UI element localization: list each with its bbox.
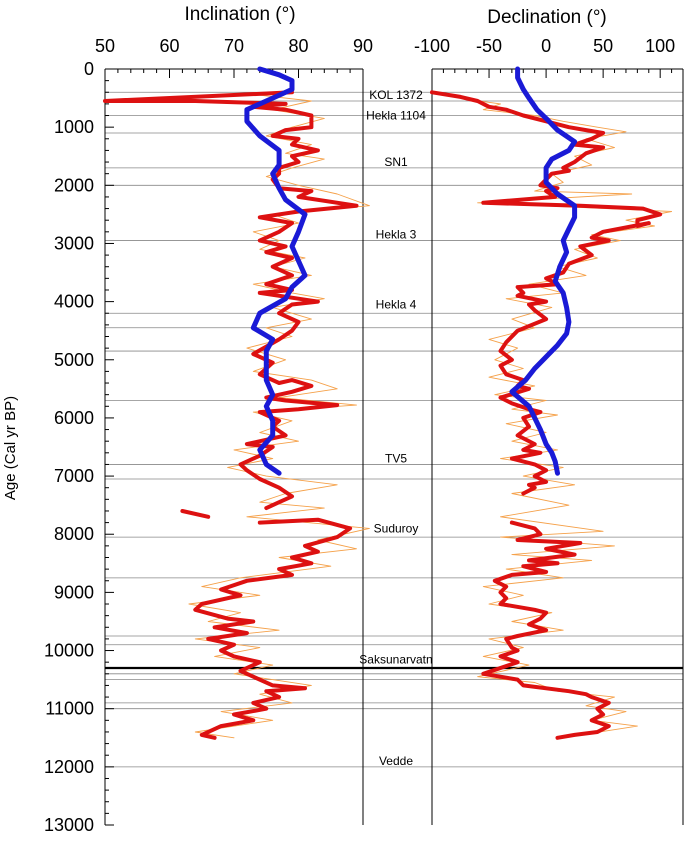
series-line (509, 66, 578, 476)
y-tick-label: 2000 (54, 175, 94, 195)
y-tick-label: 3000 (54, 233, 94, 253)
y-tick-label: 9000 (54, 582, 94, 602)
y-tick-label: 5000 (54, 350, 94, 370)
y-tick-label: 4000 (54, 292, 94, 312)
tephra-annotation: Vedde (379, 754, 413, 768)
series-line (103, 90, 359, 511)
y-tick-label: 0 (84, 59, 94, 79)
declination-title: Declination (°) (487, 7, 607, 28)
x-tick-label: 90 (353, 36, 373, 56)
x-tick-label: -50 (476, 36, 502, 56)
x-tick-label: 50 (95, 36, 115, 56)
x-tick-label: 0 (541, 36, 551, 56)
x-tick-label: 50 (593, 36, 613, 56)
series-line (430, 90, 663, 496)
series-layer (103, 66, 673, 740)
inclination-title: Inclination (°) (184, 4, 295, 25)
x-tick-label: 80 (288, 36, 308, 56)
labels-layer: Inclination (°) Declination (°) Age (Cal… (2, 4, 675, 835)
y-tick-label: 7000 (54, 466, 94, 486)
series-line (180, 509, 211, 519)
tephra-annotation: Hekla 1104 (366, 109, 426, 123)
series-line (193, 517, 353, 740)
tephra-annotation: Suduroy (374, 521, 419, 535)
y-tick-label: 13000 (44, 815, 94, 835)
x-tick-label: -100 (414, 36, 450, 56)
series-line (481, 520, 611, 740)
y-tick-label: 6000 (54, 408, 94, 428)
panel-frames-layer (104, 68, 684, 826)
tephra-annotation: KOL 1372 (369, 88, 423, 102)
tephra-annotation: Hekla 4 (376, 298, 417, 312)
x-tick-label: 60 (159, 36, 179, 56)
x-tick-label: 70 (224, 36, 244, 56)
y-axis-label: Age (Cal yr BP) (2, 396, 19, 500)
y-tick-label: 12000 (44, 757, 94, 777)
tephra-annotation: TV5 (385, 452, 407, 466)
tephra-lines-layer (105, 91, 683, 768)
y-tick-label: 8000 (54, 524, 94, 544)
tephra-annotation: SN1 (384, 155, 408, 169)
y-tick-label: 10000 (44, 641, 94, 661)
x-tick-label: 100 (645, 36, 675, 56)
tephra-annotation: Hekla 3 (376, 228, 417, 242)
y-tick-label: 1000 (54, 117, 94, 137)
series-line (244, 66, 308, 476)
tephra-annotation: Saksunarvatn (359, 652, 432, 666)
y-tick-label: 11000 (45, 699, 94, 719)
